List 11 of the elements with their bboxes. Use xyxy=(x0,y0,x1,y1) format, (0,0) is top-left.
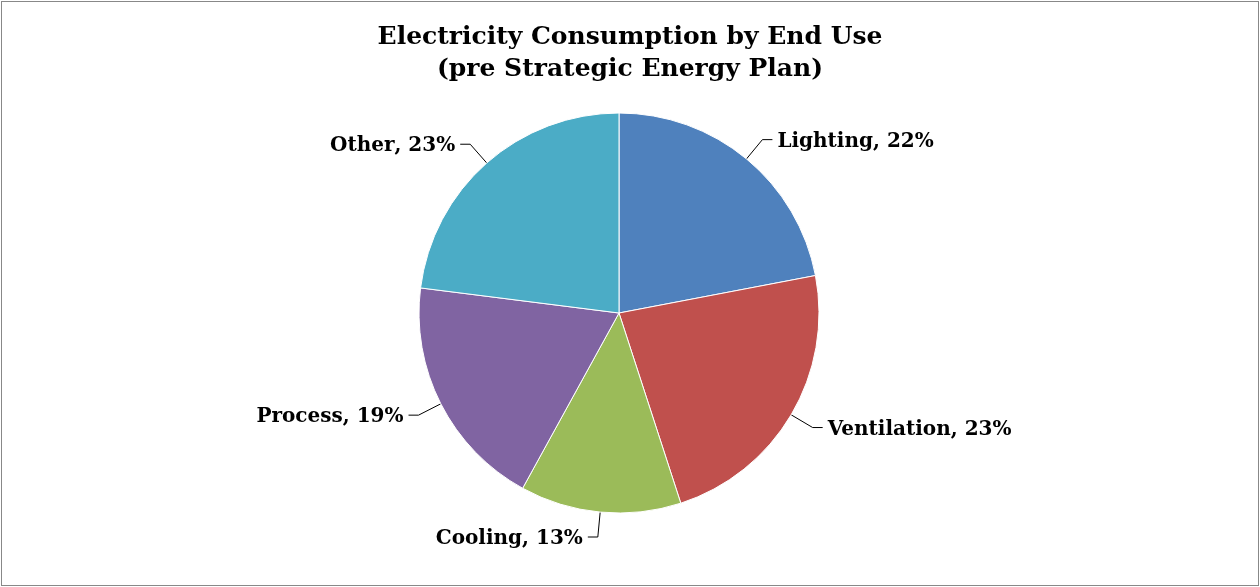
data-label: , 23% xyxy=(950,415,1012,440)
slice-label: Lighting xyxy=(777,127,873,152)
slice-label: Ventilation xyxy=(826,415,952,440)
slice-label: Process xyxy=(256,403,343,428)
data-label: , 13% xyxy=(522,525,583,549)
slice-label: Cooling xyxy=(435,525,523,549)
data-label: , 19% xyxy=(342,403,404,428)
data-label: , 22% xyxy=(872,127,934,152)
chart-title: Electricity Consumption by End Use (pre Strategic Energy Plan) xyxy=(377,20,883,82)
slice-label: Other xyxy=(329,132,395,157)
data-label: , 23% xyxy=(394,132,456,157)
